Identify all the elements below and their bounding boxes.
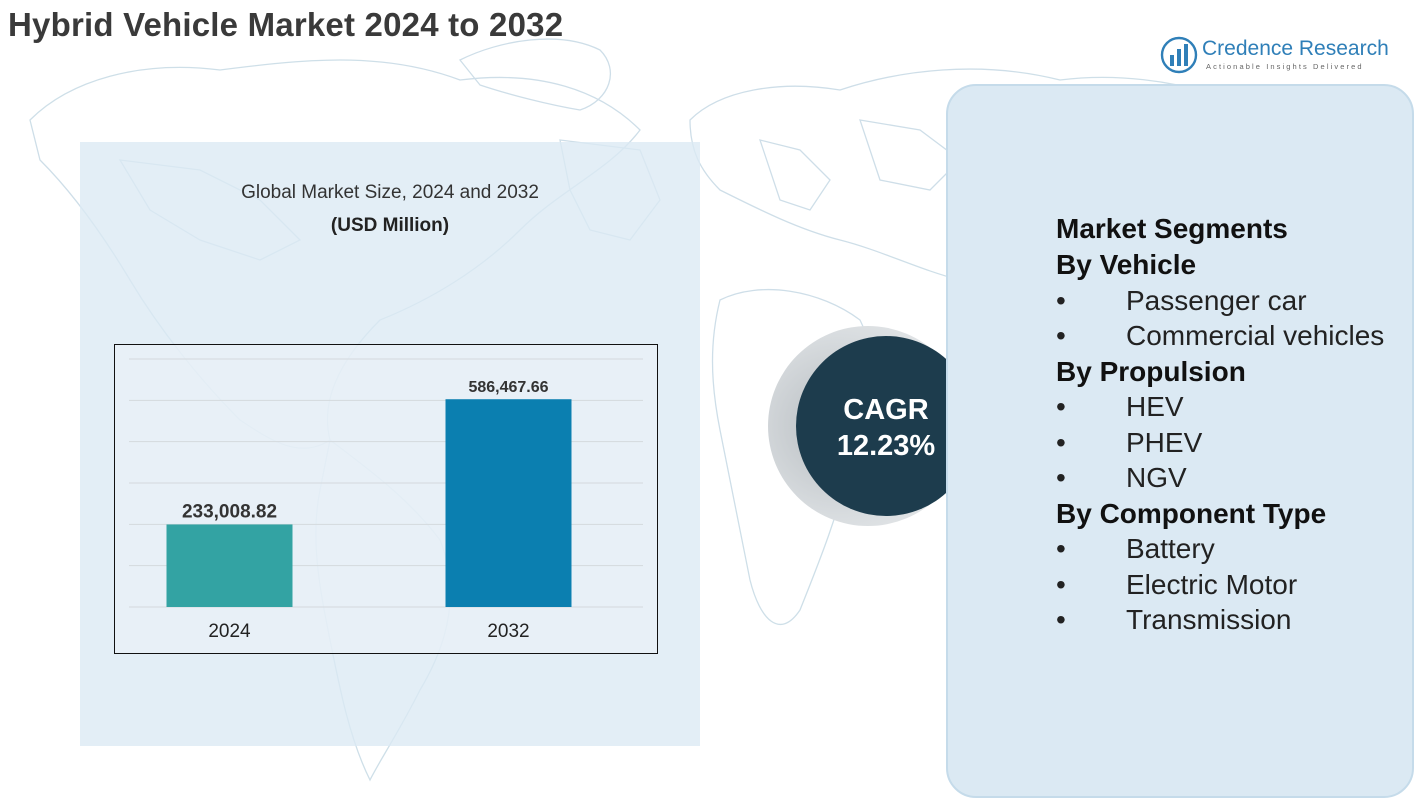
segment-item: • Battery (1056, 531, 1406, 567)
segment-item: • Electric Motor (1056, 567, 1406, 603)
segment-item: • NGV (1056, 460, 1406, 496)
segment-group-propulsion: By Propulsion (1056, 355, 1246, 387)
chart-unit-label: (USD Million) (330, 215, 450, 236)
market-segments-panel: Market Segments By Vehicle • Passenger c… (946, 84, 1414, 798)
bullet: • (1056, 568, 1066, 600)
bullet: • (1056, 284, 1066, 316)
segment-item: • PHEV (1056, 425, 1406, 461)
segment-item-text: Transmission (1126, 604, 1292, 635)
data-label-2024: 233,008.82 (182, 501, 277, 522)
bar-2032 (445, 399, 572, 607)
segment-item: • Passenger car (1056, 283, 1406, 319)
market-size-chart-panel: Global Market Size, 2024 and 2032 (USD M… (80, 142, 700, 746)
segment-item-text: Passenger car (1126, 284, 1307, 316)
bar-2024 (166, 524, 293, 607)
segment-group-vehicle: By Vehicle (1056, 249, 1197, 280)
logo-tagline: Actionable Insights Delivered (1206, 62, 1364, 71)
x-tick-label-2024: 2024 (208, 621, 251, 642)
bar-chart: 233,008.82 2024 586,467.66 2032 (129, 358, 643, 642)
segment-item-text: Electric Motor (1126, 568, 1298, 600)
bullet: • (1056, 533, 1066, 564)
cagr-label: CAGR (843, 394, 929, 426)
chart-title: Global Market Size, 2024 and 2032 (241, 182, 539, 203)
credence-research-logo[interactable]: Credence Research Actionable Insights De… (1160, 36, 1400, 76)
bar-chart-logo-icon (1160, 36, 1198, 74)
segment-item-text: HEV (1126, 391, 1184, 422)
page-title: Hybrid Vehicle Market 2024 to 2032 (8, 6, 564, 43)
segments-heading: Market Segments (1056, 213, 1288, 244)
segment-item-text: Commercial vehicles (1126, 320, 1385, 351)
bullet: • (1056, 426, 1066, 458)
bullet: • (1056, 391, 1066, 422)
segment-item: • Commercial vehicles (1056, 318, 1406, 354)
segment-item: • Transmission (1056, 602, 1406, 638)
segment-item-text: PHEV (1126, 426, 1203, 458)
cagr-value: 12.23% (836, 430, 936, 462)
segment-item-text: NGV (1126, 462, 1187, 493)
data-label-2032: 586,467.66 (468, 379, 548, 396)
x-tick-label-2032: 2032 (487, 621, 529, 642)
bullet: • (1056, 320, 1066, 351)
bullet: • (1056, 462, 1066, 493)
segment-item: • HEV (1056, 389, 1406, 425)
bullet: • (1056, 604, 1066, 635)
segment-item-text: Battery (1126, 533, 1215, 564)
logo-name: Credence Research (1202, 37, 1389, 60)
bar-chart-frame: 233,008.82 2024 586,467.66 2032 (114, 344, 658, 654)
segment-group-component-type: By Component Type (1056, 497, 1327, 529)
